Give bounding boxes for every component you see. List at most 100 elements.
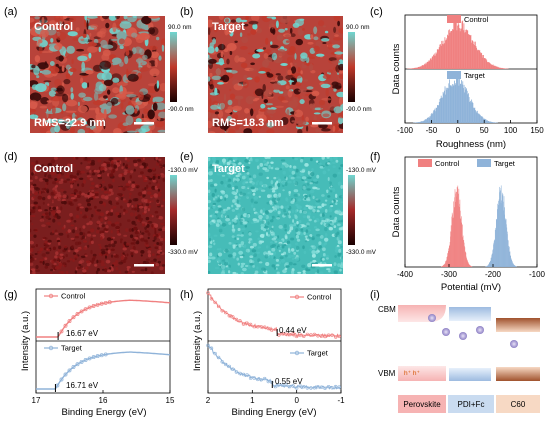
colorbar-max: -130.0 mV	[346, 167, 377, 174]
texture-blob	[48, 225, 51, 228]
histogram-bar-control	[441, 43, 443, 69]
texture-blob	[115, 260, 119, 264]
texture-blob	[233, 198, 238, 203]
texture-blob	[217, 205, 222, 208]
texture-blob	[118, 186, 123, 191]
histogram-bar-control	[451, 212, 453, 267]
histogram-bar-control	[485, 58, 487, 69]
texture-blob	[137, 175, 143, 178]
texture-blob	[56, 206, 59, 210]
histogram-bar-target	[456, 78, 457, 123]
texture-blob	[295, 228, 299, 233]
histogram-bar-target	[462, 81, 464, 123]
texture-blob	[65, 270, 69, 274]
histogram-bar-target	[514, 265, 515, 267]
histogram-bar-target	[502, 195, 503, 267]
legend-label: Control	[61, 292, 86, 301]
texture-blob	[65, 99, 78, 107]
layer-perovskite	[398, 395, 446, 413]
texture-blob	[253, 196, 259, 200]
histogram-bar-control	[460, 218, 462, 267]
texture-blob	[306, 222, 310, 226]
texture-blob	[307, 170, 310, 175]
texture-blob	[293, 180, 296, 184]
texture-blob	[91, 173, 96, 176]
texture-blob	[247, 115, 254, 119]
histogram-bar-target	[455, 83, 457, 123]
histogram-bar-target	[510, 255, 511, 267]
histogram-bar-control	[504, 68, 505, 69]
texture-blob	[53, 258, 57, 262]
histogram-bar-target	[440, 95, 442, 123]
x-tick-label: 0	[294, 396, 299, 405]
texture-blob	[333, 225, 337, 229]
texture-blob	[317, 162, 322, 165]
texture-blob	[94, 191, 100, 194]
texture-blob	[320, 83, 331, 89]
texture-blob	[86, 172, 90, 175]
texture-blob	[220, 180, 224, 185]
texture-blob	[159, 216, 164, 220]
texture-blob	[315, 198, 319, 201]
texture-blob	[254, 270, 259, 274]
texture-blob	[134, 16, 144, 19]
texture-blob	[234, 40, 238, 43]
histogram-bar-target	[483, 118, 485, 123]
texture-blob	[315, 251, 319, 255]
texture-blob	[132, 16, 137, 18]
texture-blob	[208, 245, 213, 249]
texture-blob	[107, 260, 110, 263]
texture-blob	[214, 111, 219, 115]
histogram-bar-control	[454, 207, 455, 267]
data-point-target	[319, 385, 324, 389]
texture-blob	[157, 175, 161, 180]
histogram-bar-target	[482, 117, 484, 123]
texture-blob	[58, 194, 62, 198]
texture-blob	[83, 121, 88, 125]
texture-blob	[75, 157, 79, 160]
texture-blob	[213, 183, 218, 187]
texture-blob	[262, 84, 266, 92]
texture-blob	[277, 246, 282, 250]
texture-blob	[239, 221, 243, 225]
histogram-bar-control	[415, 67, 417, 69]
texture-blob	[315, 53, 325, 57]
texture-blob	[30, 254, 34, 257]
histogram-bar-control	[463, 23, 465, 70]
texture-blob	[105, 255, 107, 259]
texture-blob	[224, 194, 229, 199]
texture-blob	[85, 198, 91, 203]
texture-blob	[87, 207, 92, 211]
texture-blob	[238, 126, 244, 132]
texture-blob	[42, 236, 47, 240]
texture-blob	[323, 25, 326, 28]
texture-blob	[56, 175, 61, 179]
texture-blob	[78, 263, 82, 267]
texture-blob	[156, 203, 160, 207]
texture-blob	[303, 231, 306, 236]
texture-blob	[81, 192, 85, 196]
texture-blob	[209, 72, 213, 78]
legend-swatch-target	[477, 159, 491, 167]
histogram-bar-control	[459, 203, 460, 267]
texture-blob	[214, 87, 218, 96]
texture-blob	[74, 241, 80, 246]
texture-blob	[123, 91, 134, 95]
texture-blob	[94, 263, 98, 267]
texture-blob	[40, 97, 49, 105]
histogram-bar-target	[450, 85, 452, 123]
texture-blob	[222, 215, 225, 218]
texture-blob	[223, 208, 228, 211]
texture-blob	[288, 261, 293, 266]
texture-blob	[252, 190, 256, 193]
histogram-bar-control	[471, 42, 472, 69]
histogram-bar-control	[465, 252, 467, 267]
texture-blob	[262, 167, 268, 171]
texture-blob	[155, 157, 158, 160]
texture-blob	[97, 227, 100, 230]
texture-blob	[97, 243, 102, 246]
texture-blob	[219, 233, 225, 237]
texture-blob	[322, 203, 327, 206]
texture-blob	[89, 197, 94, 200]
